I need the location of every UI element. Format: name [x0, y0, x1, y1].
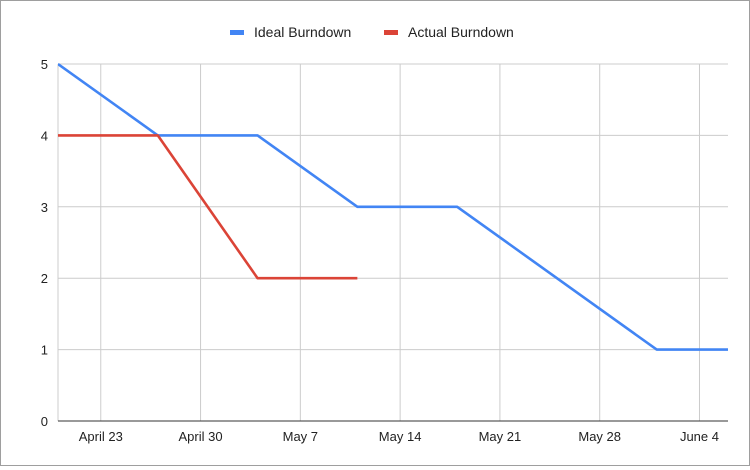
y-tick-label: 0: [41, 414, 48, 429]
x-tick-label: May 14: [379, 429, 422, 444]
actual-burndown-legend-label: Actual Burndown: [408, 24, 514, 40]
y-tick-label: 3: [41, 200, 48, 215]
ideal-burndown-legend-label: Ideal Burndown: [254, 24, 351, 40]
chart-legend: Ideal Burndown Actual Burndown: [230, 24, 514, 40]
y-tick-label: 2: [41, 271, 48, 286]
ideal-burndown-legend-swatch: [230, 30, 244, 35]
x-tick-label: May 21: [479, 429, 522, 444]
y-tick-label: 1: [41, 343, 48, 358]
y-tick-label: 5: [41, 57, 48, 72]
actual-burndown-legend-swatch: [384, 30, 398, 35]
chart-series: [58, 62, 728, 351]
actual-burndown-line: [58, 134, 358, 280]
y-tick-label: 4: [41, 128, 48, 143]
x-tick-label: June 4: [680, 429, 719, 444]
x-tick-label: April 23: [79, 429, 123, 444]
x-tick-label: May 28: [578, 429, 621, 444]
chart-axes: 0 1 2 3 4 5 April 23 April 30 May 7 May 14 May 21 M…: [41, 57, 728, 444]
chart-grid: [58, 63, 728, 422]
x-tick-label: April 30: [179, 429, 223, 444]
x-tick-label: May 7: [283, 429, 318, 444]
